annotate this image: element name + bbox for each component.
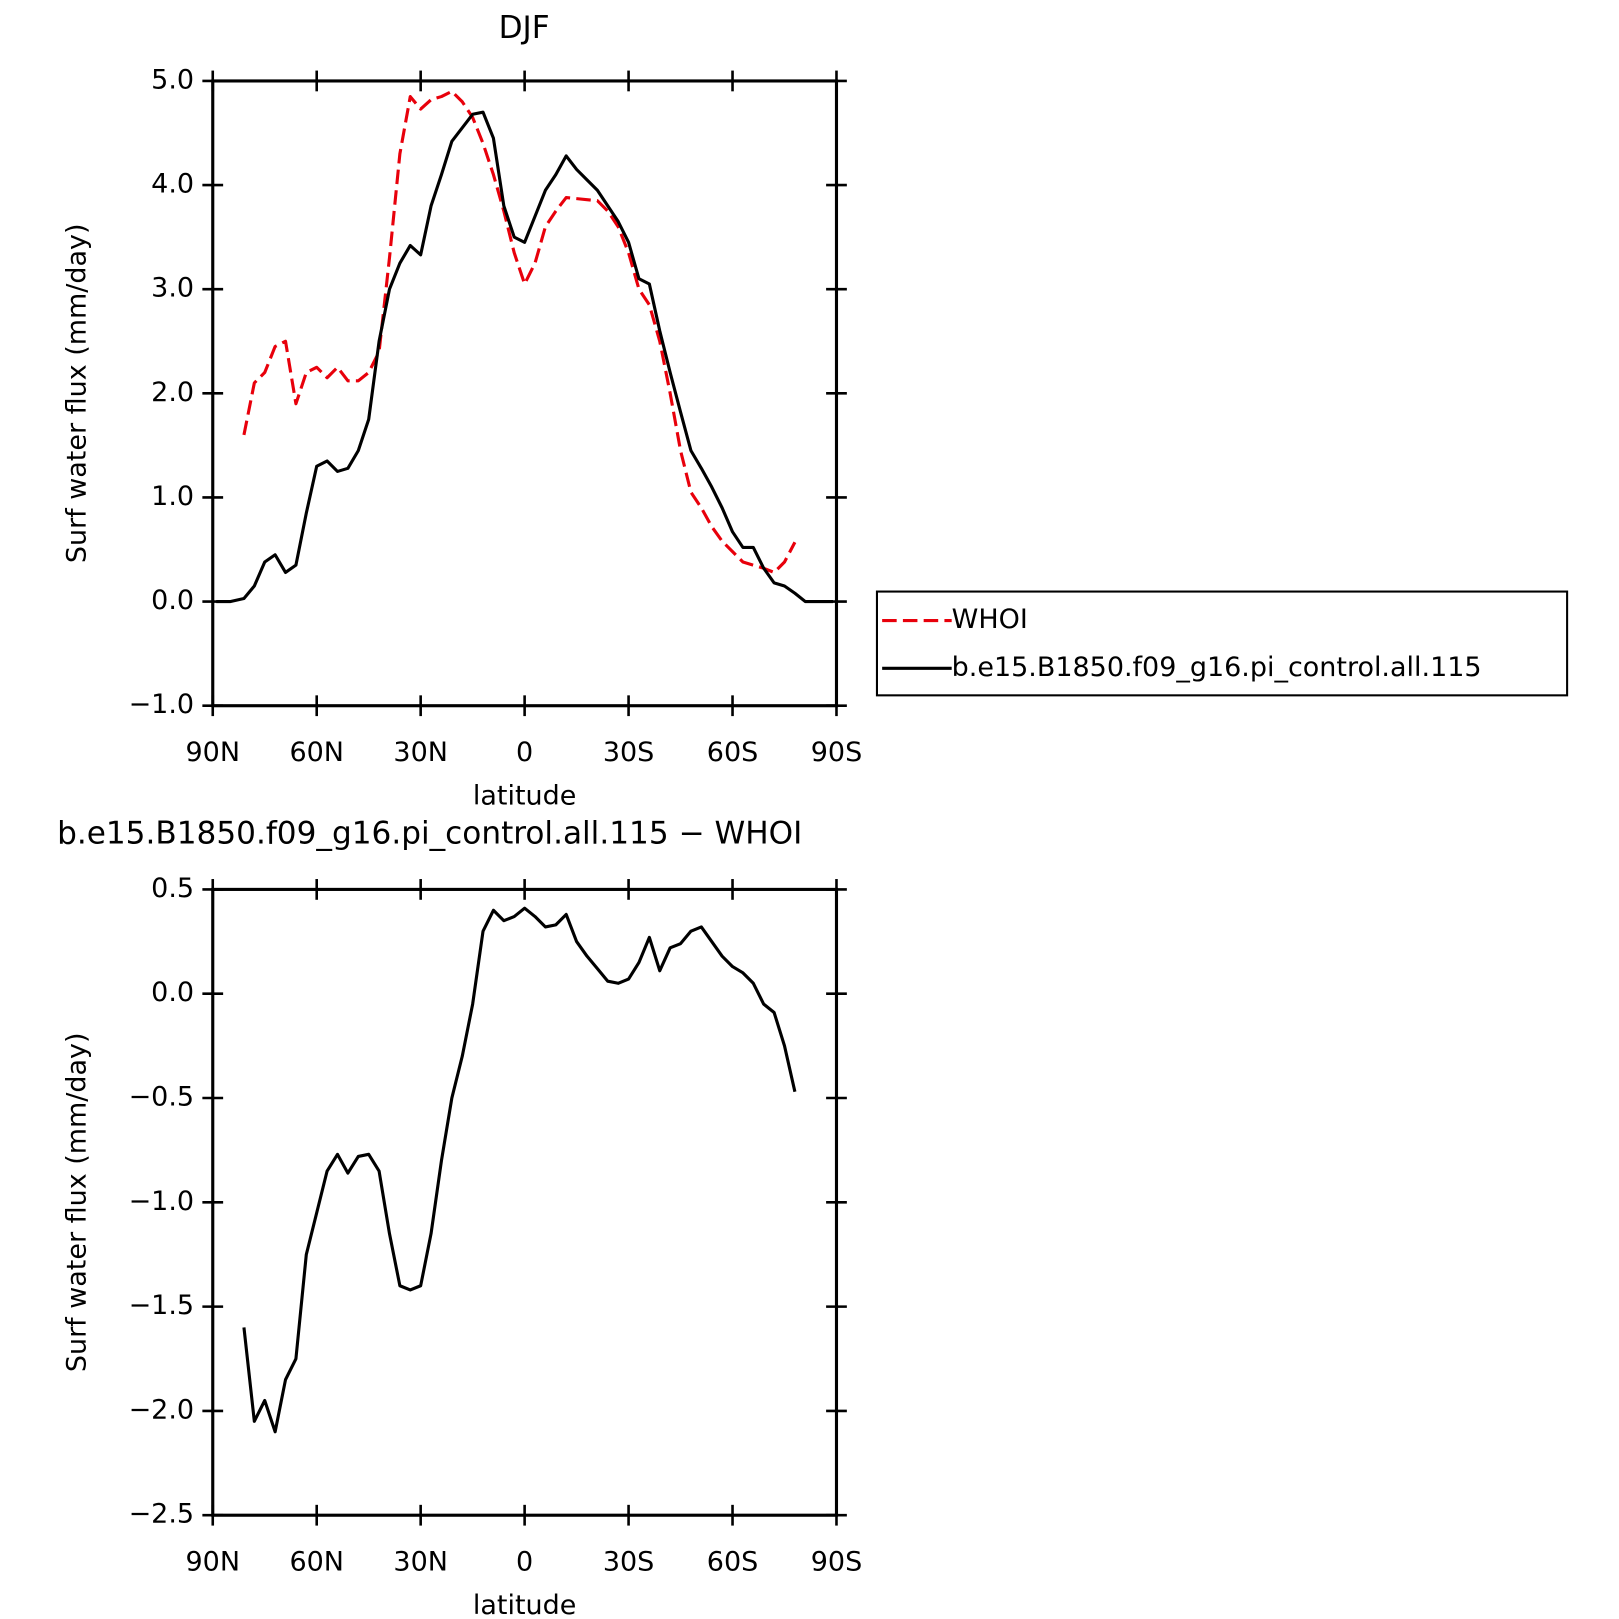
x-tick-label: 90S	[811, 1546, 862, 1577]
x-tick-label: 30N	[393, 1546, 448, 1577]
legend-label: b.e15.B1850.f09_g16.pi_control.all.115	[952, 652, 1482, 683]
x-tick-label: 60N	[289, 737, 343, 768]
y-tick-label: −2.5	[129, 1499, 195, 1530]
y-tick-label: 2.0	[151, 377, 194, 408]
data-line	[242, 906, 797, 1434]
y-axis-label: Surf water flux (mm/day)	[61, 1032, 92, 1372]
y-axis-label: Surf water flux (mm/day)	[61, 223, 92, 563]
data-line	[216, 110, 834, 604]
chart-title: b.e15.B1850.f09_g16.pi_control.all.115 −…	[57, 815, 802, 851]
legend-label: WHOI	[952, 604, 1028, 635]
x-tick-label: 90N	[186, 737, 241, 768]
x-tick-label: 30N	[393, 737, 448, 768]
plot-frame	[211, 887, 839, 1517]
x-tick-label: 30S	[603, 737, 654, 768]
y-tick-label: 4.0	[151, 169, 194, 200]
y-tick-label: 0.5	[151, 873, 194, 904]
x-tick-label: 90S	[811, 737, 862, 768]
x-axis-label: latitude	[473, 781, 576, 812]
y-tick-label: −0.5	[129, 1082, 195, 1113]
data-line	[242, 89, 797, 574]
y-tick-label: 5.0	[151, 64, 194, 95]
y-tick-label: −1.0	[129, 1186, 195, 1217]
y-tick-label: 1.0	[151, 481, 194, 512]
chart-title: DJF	[499, 10, 550, 46]
y-tick-label: 0.0	[151, 977, 194, 1008]
x-tick-label: 60S	[707, 1546, 758, 1577]
x-tick-label: 0	[516, 1546, 533, 1577]
x-tick-label: 0	[516, 737, 533, 768]
y-tick-label: −1.0	[129, 689, 195, 720]
plot-frame	[211, 79, 839, 708]
x-tick-label: 30S	[603, 1546, 654, 1577]
y-tick-label: 3.0	[151, 273, 194, 304]
y-tick-label: 0.0	[151, 585, 194, 616]
x-tick-label: 60N	[289, 1546, 343, 1577]
x-tick-label: 60S	[707, 737, 758, 768]
legend-box	[875, 590, 1569, 697]
y-tick-label: −2.0	[129, 1394, 195, 1425]
x-tick-label: 90N	[186, 1546, 241, 1577]
y-tick-label: −1.5	[129, 1290, 195, 1321]
x-axis-label: latitude	[473, 1590, 576, 1619]
